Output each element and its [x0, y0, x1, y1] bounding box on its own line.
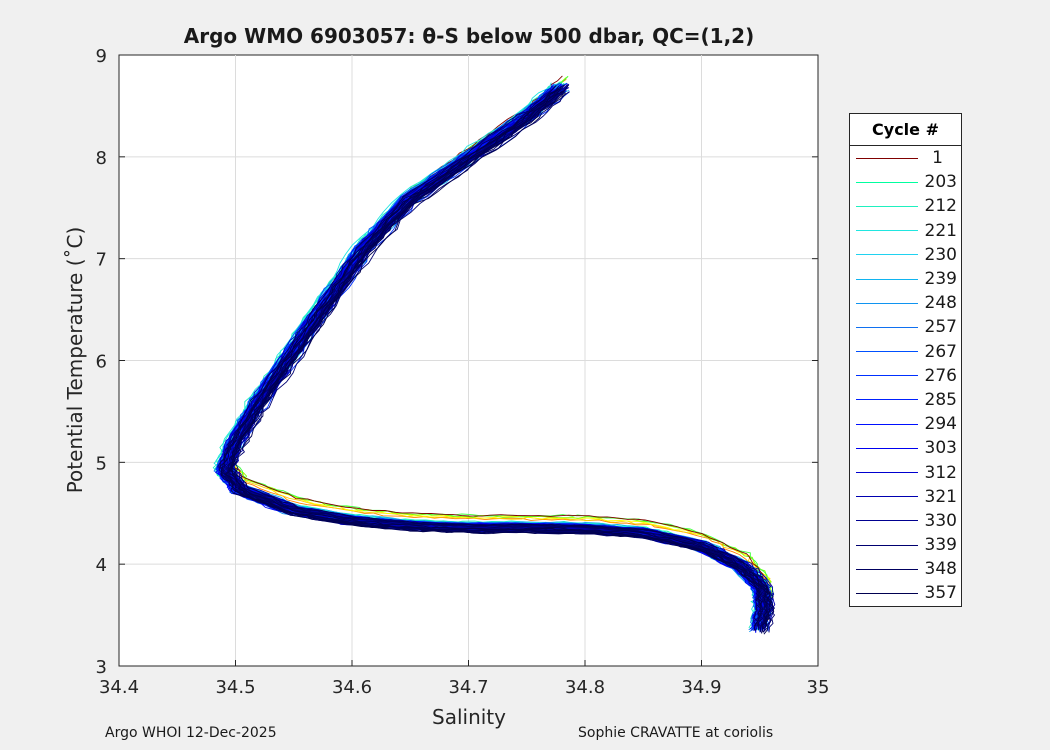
legend-line-swatch [856, 278, 918, 280]
legend-entry-357: 357 [850, 581, 961, 605]
legend: Cycle # 1 203 212 221 230 239 248 257 267 276 285 2… [849, 113, 962, 607]
legend-entry-212: 212 [850, 194, 961, 218]
y-axis-label: Potential Temperature (˚C) [63, 227, 87, 494]
legend-label: 212 [924, 196, 957, 217]
x-tick-label: 34.6 [332, 677, 372, 698]
profile-cycle-348 [227, 84, 770, 626]
legend-entry-203: 203 [850, 170, 961, 194]
legend-entry-348: 348 [850, 557, 961, 581]
footer-right: Sophie CRAVATTE at coriolis [578, 725, 774, 741]
legend-label: 248 [924, 293, 957, 314]
x-tick-label: 34.7 [448, 677, 488, 698]
legend-line-swatch [856, 447, 918, 449]
x-tick-label: 34.8 [565, 677, 605, 698]
legend-line-swatch [856, 375, 918, 377]
legend-line-swatch [856, 181, 918, 183]
legend-line-swatch [856, 157, 918, 159]
legend-line-swatch [856, 302, 918, 304]
legend-label: 230 [924, 244, 957, 265]
legend-entry-330: 330 [850, 509, 961, 533]
y-tick-label: 3 [96, 657, 107, 678]
legend-line-swatch [856, 496, 918, 498]
y-tick-label: 8 [96, 148, 107, 169]
legend-label: 348 [924, 559, 957, 580]
y-tick-label: 4 [96, 555, 107, 576]
legend-line-swatch [856, 423, 918, 425]
axis-ticks: 34.4 34.5 34.6 34.7 34.8 34.9 35 3 4 5 6 7 8 9 [96, 46, 830, 698]
y-tick-label: 5 [96, 453, 107, 474]
legend-line-swatch [856, 230, 918, 232]
legend-label: 357 [924, 583, 957, 604]
legend-line-swatch [856, 592, 918, 594]
legend-label: 321 [924, 486, 957, 507]
legend-label: 203 [924, 172, 957, 193]
legend-label: 221 [924, 220, 957, 241]
x-axis-label: Salinity [432, 705, 506, 729]
profile-curves [212, 75, 776, 635]
legend-label: 285 [924, 389, 957, 410]
profile-cycle-348 [218, 85, 761, 626]
chart-title: Argo WMO 6903057: θ-S below 500 dbar, QC… [183, 24, 755, 48]
legend-entry-276: 276 [850, 364, 961, 388]
y-tick-label: 6 [96, 352, 107, 373]
profile-cycle-357 [228, 87, 771, 630]
legend-entry-221: 221 [850, 219, 961, 243]
legend-label: 339 [924, 535, 957, 556]
footer-left: Argo WHOI 12-Dec-2025 [105, 725, 277, 741]
legend-entry-303: 303 [850, 436, 961, 460]
legend-label: 312 [924, 462, 957, 483]
y-tick-label: 7 [96, 250, 107, 271]
profile-cycle-357 [224, 91, 769, 633]
legend-line-swatch [856, 568, 918, 570]
legend-entry-321: 321 [850, 485, 961, 509]
legend-entry-312: 312 [850, 460, 961, 484]
legend-label: 294 [924, 414, 957, 435]
legend-label: 303 [924, 438, 957, 459]
legend-entry-230: 230 [850, 243, 961, 267]
legend-line-swatch [856, 205, 918, 207]
legend-line-swatch [856, 254, 918, 256]
legend-label: 330 [924, 510, 957, 531]
legend-line-swatch [856, 520, 918, 522]
legend-entry-339: 339 [850, 533, 961, 557]
legend-label: 239 [924, 269, 957, 290]
legend-entry-1: 1 [850, 146, 961, 170]
legend-entry-285: 285 [850, 388, 961, 412]
y-tick-label: 9 [96, 46, 107, 67]
x-tick-label: 34.5 [215, 677, 255, 698]
profile-cycle-357 [230, 84, 774, 627]
legend-line-swatch [856, 326, 918, 328]
x-tick-label: 35 [807, 677, 830, 698]
legend-label: 267 [924, 341, 957, 362]
legend-line-swatch [856, 544, 918, 546]
legend-label: 276 [924, 365, 957, 386]
legend-title: Cycle # [850, 114, 961, 146]
legend-entry-267: 267 [850, 340, 961, 364]
legend-label: 257 [924, 317, 957, 338]
legend-line-swatch [856, 399, 918, 401]
legend-entry-294: 294 [850, 412, 961, 436]
x-tick-label: 34.9 [681, 677, 721, 698]
legend-entry-239: 239 [850, 267, 961, 291]
legend-entry-257: 257 [850, 315, 961, 339]
profile-cycle-357 [219, 88, 764, 631]
legend-label: 1 [932, 148, 943, 169]
legend-entry-248: 248 [850, 291, 961, 315]
x-tick-label: 34.4 [99, 677, 139, 698]
legend-line-swatch [856, 472, 918, 474]
legend-line-swatch [856, 351, 918, 353]
